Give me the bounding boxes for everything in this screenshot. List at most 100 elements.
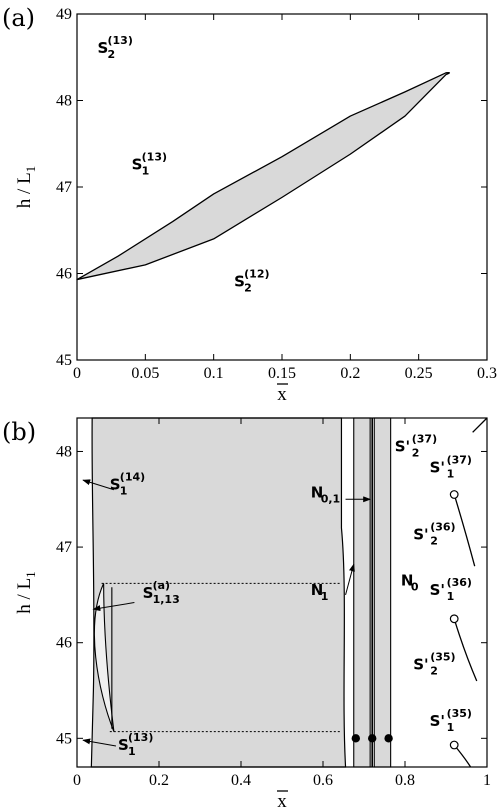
- b-region-label: N0,1: [311, 483, 341, 505]
- a-region-label-sup: (12): [244, 267, 269, 280]
- pointer-arrow: [345, 563, 355, 596]
- b-ytick-label: 46: [56, 635, 72, 652]
- b-region-label-base: S: [110, 476, 121, 494]
- b-ytick-label: 47: [56, 539, 72, 556]
- b-ylabel-main: h / L: [14, 578, 35, 614]
- a-xtick-label: 0.3: [477, 365, 497, 382]
- b-region-label-base: S': [413, 525, 428, 543]
- open-dot: [449, 490, 459, 499]
- panel-a-label: (a): [2, 4, 35, 32]
- corner-curve: [472, 417, 488, 433]
- open-dot: [449, 740, 459, 750]
- a-ylabel-sub: 1: [23, 166, 38, 173]
- a-xlabel: x: [277, 384, 287, 405]
- filled-dot: [351, 734, 360, 743]
- pointer-arrow: [82, 738, 117, 747]
- filled-dot: [368, 734, 377, 743]
- a-region-label-sub: 1: [142, 165, 150, 178]
- a-region-label-sub: 2: [244, 281, 252, 294]
- a-xtick-label: 0.2: [340, 365, 360, 382]
- a-ylabel: h / L1: [14, 166, 38, 208]
- b-xtick-label: 0.4: [231, 772, 251, 789]
- b-xtick-label: 0: [73, 772, 81, 789]
- b-xtick-label: 0.8: [395, 772, 415, 789]
- b-region-label: N1: [311, 581, 329, 603]
- a-region-label: S (13)2: [98, 34, 133, 61]
- a-region-label-sup: (13): [142, 151, 167, 164]
- a-ylabel-main: h / L: [14, 172, 35, 208]
- a-xtick-label: 0: [73, 365, 81, 382]
- b-region-label-base: N: [401, 571, 414, 589]
- tongue-region: [76, 71, 451, 281]
- a-region-label: S (12)2: [234, 267, 269, 294]
- b-ytick-label: 48: [56, 443, 72, 460]
- a-xtick-label: 0.05: [131, 365, 159, 382]
- branch-curve: [453, 494, 476, 567]
- b-region-label-sub: 1: [447, 468, 455, 481]
- b-region-label: S' (36)1: [430, 576, 472, 603]
- b-region-label-base: N: [311, 581, 324, 599]
- b-region-label-sup: (37): [412, 432, 437, 445]
- filled-dot: [384, 734, 393, 743]
- b-region-label-sup: (a): [153, 579, 170, 592]
- b-region-label-sub: 2: [430, 664, 438, 677]
- b-region-label-base: S': [430, 712, 445, 730]
- b-ylabel-sub: 1: [23, 571, 38, 578]
- region-strip-right: [373, 417, 392, 768]
- b-region-label-sub: 1: [447, 721, 455, 734]
- b-xtick-label: 1: [483, 772, 491, 789]
- b-region-label-base: N: [311, 483, 324, 501]
- b-ytick-label: 45: [56, 730, 72, 747]
- b-region-label: S (a)1,13: [143, 579, 180, 606]
- b-region-label-sup: (14): [120, 471, 145, 484]
- a-ytick-label: 47: [56, 179, 72, 196]
- b-region-label-sub: 2: [412, 446, 420, 459]
- b-region-label: S' (37̄)1: [430, 454, 472, 481]
- b-region-label: S' (35)1: [430, 707, 472, 734]
- b-region-label-base: S': [430, 459, 445, 477]
- b-ylabel: h / L1: [14, 571, 38, 613]
- pointer-arrow: [82, 479, 115, 491]
- b-xtick-label: 0.2: [149, 772, 169, 789]
- panel-b-label: (b): [2, 418, 36, 446]
- a-region-label-sub: 2: [108, 48, 116, 61]
- b-region-label: S' (37)2: [395, 432, 437, 459]
- open-dot: [449, 614, 459, 624]
- b-region-label-sup: (36): [430, 520, 455, 533]
- b-region-label-sub: 2: [430, 534, 438, 547]
- b-region-label-sup: (37̄): [447, 454, 472, 467]
- b-region-label: S' (36)2: [413, 520, 455, 547]
- b-region-label-sub: 1: [120, 485, 128, 498]
- a-region-label-sup: (13): [108, 34, 133, 47]
- b-region-label: S (13)1: [118, 731, 153, 758]
- a-ytick-label: 46: [56, 266, 72, 283]
- b-region-label-sup: (35): [430, 650, 455, 663]
- b-xtick-label: 0.6: [313, 772, 333, 789]
- b-region-label: S' (35)2: [413, 650, 455, 677]
- a-xtick-label: 0.25: [405, 365, 433, 382]
- b-region-label: S (14)1: [110, 471, 145, 498]
- a-xtick-label: 0.1: [204, 365, 224, 382]
- a-ytick-label: 49: [56, 6, 72, 23]
- b-region-label-sub: 1: [447, 590, 455, 603]
- b-region-label-base: S': [395, 437, 410, 455]
- b-region-label-base: S': [413, 655, 428, 673]
- a-xtick-label: 0.15: [268, 365, 296, 382]
- b-frame: [76, 417, 488, 768]
- a-region-label-base: S: [234, 272, 245, 290]
- b-region-label-base: S: [118, 736, 129, 754]
- b-region-label-sub: 1,13: [153, 593, 180, 606]
- a-region-label-base: S: [98, 39, 109, 57]
- b-region-label-sub: 0: [411, 580, 419, 593]
- pointer-arrow: [92, 602, 135, 612]
- b-region-label-sup: (35): [447, 707, 472, 720]
- b-region-label: N0: [401, 571, 419, 593]
- a-ytick-label: 45: [56, 352, 72, 369]
- b-region-label-sup: (36): [447, 576, 472, 589]
- b-region-label-sub: 1: [128, 745, 136, 758]
- a-region-label: S (13)1: [132, 151, 167, 178]
- b-region-label-base: S: [143, 584, 154, 602]
